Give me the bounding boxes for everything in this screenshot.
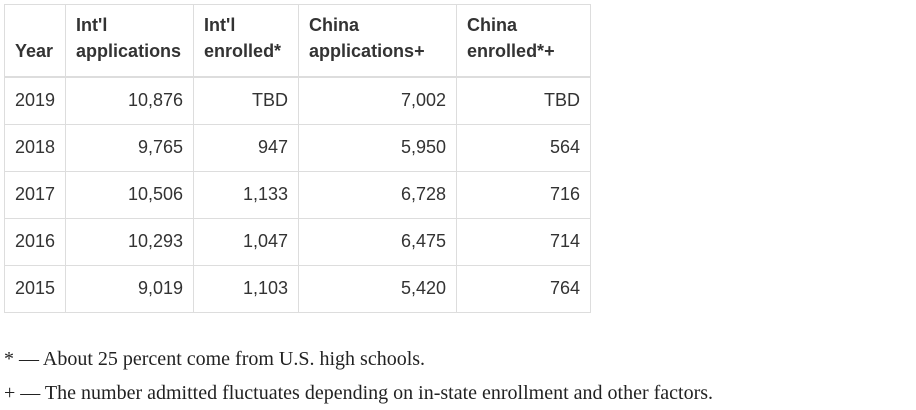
year-cell: 2018: [3, 123, 67, 172]
data-table: Year Int'l applications Int'l enrolled* Chi…: [3, 4, 592, 313]
value-cell: 7,002: [298, 76, 458, 125]
column-header: China applications+: [298, 4, 458, 78]
value-cell: 10,506: [65, 170, 195, 219]
year-cell: 2019: [3, 76, 67, 125]
table-row: 2016 10,293 1,047 6,475 714: [3, 217, 592, 266]
value-cell: 1,133: [193, 170, 300, 219]
value-cell: 947: [193, 123, 300, 172]
table-row: 2017 10,506 1,133 6,728 716: [3, 170, 592, 219]
column-header: China enrolled*+: [456, 4, 592, 78]
value-cell: 714: [456, 217, 592, 266]
value-cell: 764: [456, 264, 592, 313]
column-header: Int'l enrolled*: [193, 4, 300, 78]
value-cell: 10,293: [65, 217, 195, 266]
table-body: 2019 10,876 TBD 7,002 TBD 2018 9,765 947 5,950 56…: [3, 76, 592, 313]
value-cell: 716: [456, 170, 592, 219]
value-cell: 1,047: [193, 217, 300, 266]
value-cell: TBD: [193, 76, 300, 125]
footnote: * — About 25 percent come from U.S. high…: [4, 348, 426, 370]
year-cell: 2016: [3, 217, 67, 266]
value-cell: 5,950: [298, 123, 458, 172]
year-cell: 2015: [3, 264, 67, 313]
value-cell: 10,876: [65, 76, 195, 125]
column-header: Year: [3, 4, 67, 78]
table-row: 2018 9,765 947 5,950 564: [3, 123, 592, 172]
value-cell: 6,728: [298, 170, 458, 219]
year-cell: 2017: [3, 170, 67, 219]
value-cell: 6,475: [298, 217, 458, 266]
value-cell: 9,765: [65, 123, 195, 172]
table-head: Year Int'l applications Int'l enrolled* Chi…: [3, 4, 592, 78]
footnotes: * — About 25 percent come from U.S. high…: [4, 342, 713, 410]
value-cell: 564: [456, 123, 592, 172]
value-cell: 5,420: [298, 264, 458, 313]
table-row: 2019 10,876 TBD 7,002 TBD: [3, 76, 592, 125]
value-cell: 9,019: [65, 264, 195, 313]
column-header: Int'l applications: [65, 4, 195, 78]
value-cell: TBD: [456, 76, 592, 125]
header-row: Year Int'l applications Int'l enrolled* Chi…: [3, 4, 592, 78]
table-row: 2015 9,019 1,103 5,420 764: [3, 264, 592, 313]
footnote: + — The number admitted fluctuates depen…: [4, 382, 714, 404]
value-cell: 1,103: [193, 264, 300, 313]
